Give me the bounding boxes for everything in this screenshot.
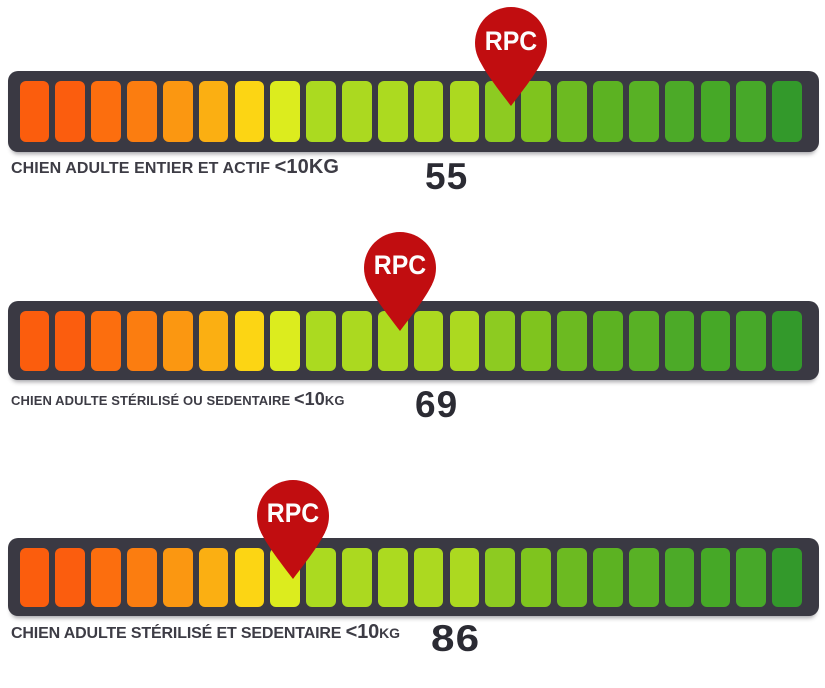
gauge-segment bbox=[234, 547, 265, 607]
gauge-segment bbox=[306, 547, 336, 607]
gauge-segment bbox=[664, 80, 695, 142]
gauge-label-text: CHIEN ADULTE STÉRILISÉ ET SEDENTAIRE bbox=[11, 625, 346, 643]
rpc-marker-label: RPC bbox=[373, 250, 427, 280]
gauge-segment bbox=[628, 80, 659, 142]
gauge-segment bbox=[772, 80, 802, 142]
gauge-segment bbox=[700, 80, 731, 142]
map-pin-icon bbox=[364, 231, 436, 331]
gauge-segment bbox=[593, 310, 623, 371]
gauge-segment bbox=[19, 310, 50, 371]
gauge-segment bbox=[736, 310, 767, 371]
gauge-segment bbox=[449, 310, 480, 371]
gauge-segment bbox=[413, 547, 444, 607]
gauge-segment bbox=[664, 310, 695, 371]
gauge-segment bbox=[628, 310, 659, 371]
gauge-segment bbox=[557, 547, 587, 607]
gauge-segment bbox=[449, 80, 480, 142]
gauge-label-unit: KG bbox=[324, 393, 345, 408]
gauge-segment bbox=[736, 80, 767, 142]
gauge-segment bbox=[521, 547, 551, 607]
gauge-label: CHIEN ADULTE ENTIER ET ACTIF <10KG bbox=[11, 157, 339, 177]
gauge-segment bbox=[557, 310, 587, 371]
gauge-segment bbox=[700, 310, 731, 371]
gauge-track bbox=[8, 71, 819, 152]
gauge-label: CHIEN ADULTE STÉRILISÉ ET SEDENTAIRE <10… bbox=[11, 622, 400, 642]
gauge-segment bbox=[55, 310, 85, 371]
gauge-segment bbox=[342, 310, 372, 371]
gauge-segment bbox=[306, 310, 336, 371]
gauge-segment bbox=[234, 80, 265, 142]
gauge-segment bbox=[628, 547, 659, 607]
gauge-segment bbox=[270, 80, 301, 142]
gauge-segment bbox=[162, 310, 193, 371]
gauge-segment bbox=[127, 80, 157, 142]
map-pin-icon bbox=[256, 479, 329, 579]
gauge-segment bbox=[736, 547, 767, 607]
rpc-marker-pin: RPC bbox=[256, 479, 329, 579]
gauge-segment bbox=[377, 80, 408, 142]
gauge-segment bbox=[55, 80, 85, 142]
gauge-segment bbox=[198, 547, 229, 607]
gauge-segment bbox=[593, 80, 623, 142]
gauge-segment bbox=[664, 547, 695, 607]
gauge-segment bbox=[413, 80, 444, 142]
rpc-marker-pin: RPC bbox=[475, 7, 547, 106]
gauge-value: 86 bbox=[430, 618, 480, 660]
gauge-segment bbox=[234, 310, 265, 371]
gauge-segment bbox=[521, 80, 551, 142]
gauge-segment bbox=[91, 80, 121, 142]
gauge-track bbox=[8, 538, 819, 616]
gauge-segment bbox=[485, 547, 516, 607]
gauge-label-weight: <10 bbox=[345, 621, 380, 644]
gauge-segment bbox=[521, 310, 551, 371]
gauge-segment bbox=[772, 310, 802, 371]
gauge-segment bbox=[19, 80, 50, 142]
gauge-label: CHIEN ADULTE STÉRILISÉ OU SEDENTAIRE <10… bbox=[11, 390, 345, 408]
gauge-segment bbox=[198, 310, 229, 371]
gauge-segment bbox=[127, 310, 157, 371]
gauge-label-weight: <10KG bbox=[274, 156, 340, 178]
gauge-segment bbox=[198, 80, 229, 142]
gauge-segment bbox=[91, 310, 121, 371]
rpc-marker-label: RPC bbox=[484, 25, 538, 56]
gauge-segment bbox=[162, 80, 193, 142]
gauge-segment bbox=[19, 547, 50, 607]
gauge-segment bbox=[485, 310, 516, 371]
gauge-segment bbox=[772, 547, 802, 607]
gauge-track bbox=[8, 301, 819, 380]
rpc-marker-pin: RPC bbox=[364, 231, 436, 331]
gauge-segment bbox=[306, 80, 336, 142]
gauge-segment bbox=[91, 547, 121, 607]
gauge-segment bbox=[162, 547, 193, 607]
gauge-segment bbox=[449, 547, 480, 607]
gauge-value: 55 bbox=[425, 155, 469, 197]
rpc-marker-label: RPC bbox=[266, 498, 319, 528]
gauge-segment bbox=[593, 547, 623, 607]
map-pin-icon bbox=[475, 7, 547, 106]
gauge-segment bbox=[55, 547, 85, 607]
gauge-value: 69 bbox=[415, 383, 459, 425]
gauge-segment bbox=[413, 310, 444, 371]
gauge-segment bbox=[342, 547, 372, 607]
gauge-label-text: CHIEN ADULTE STÉRILISÉ OU SEDENTAIRE bbox=[11, 393, 294, 408]
gauge-segment bbox=[270, 310, 301, 371]
gauge-segment bbox=[377, 547, 408, 607]
gauge-segment bbox=[342, 80, 372, 142]
gauge-label-text: CHIEN ADULTE ENTIER ET ACTIF bbox=[11, 160, 275, 177]
gauge-label-weight: <10 bbox=[293, 389, 325, 409]
gauge-segment bbox=[127, 547, 157, 607]
gauge-segment bbox=[700, 547, 731, 607]
gauge-label-unit: KG bbox=[379, 625, 400, 642]
gauge-segment bbox=[557, 80, 587, 142]
